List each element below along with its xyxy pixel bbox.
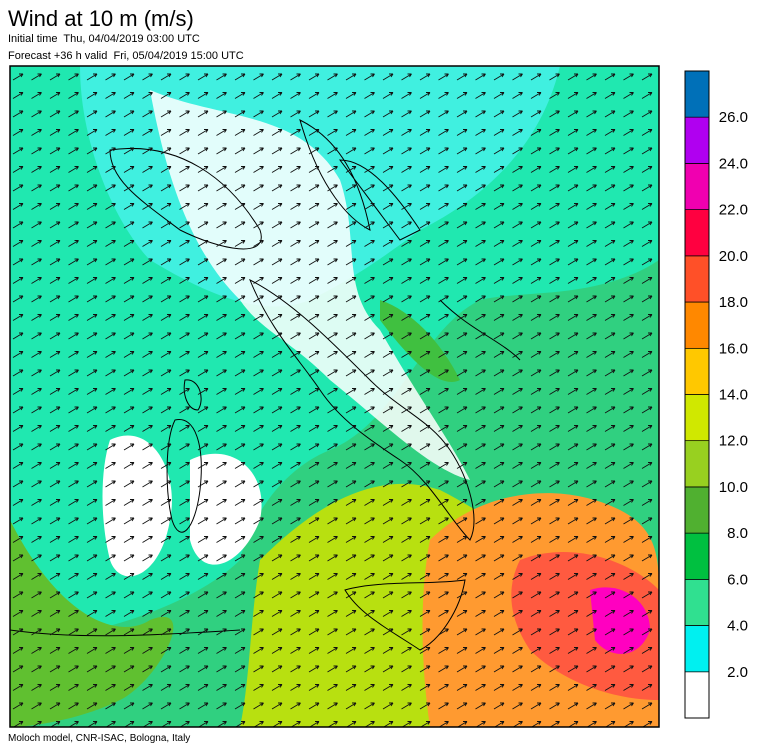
tick-label: 10.0: [719, 479, 748, 496]
tick-label: 14.0: [719, 387, 748, 404]
color-segment: [684, 394, 710, 442]
tick-label: 24.0: [719, 155, 748, 172]
tick-label: 20.0: [719, 248, 748, 265]
color-segment: [684, 301, 710, 349]
color-segment: [684, 116, 710, 164]
color-segment: [684, 163, 710, 210]
tick-label: 12.0: [719, 433, 748, 450]
wind-field: [10, 66, 659, 727]
tick-label: 22.0: [719, 202, 748, 219]
footer: Moloch model, CNR-ISAC, Bologna, Italy: [8, 733, 190, 744]
forecast-time: Forecast +36 h valid Fri, 05/04/2019 15:…: [8, 50, 244, 62]
tick-label: 2.0: [727, 664, 748, 681]
tick-label: 26.0: [719, 109, 748, 126]
color-segment: [684, 671, 710, 719]
color-segment: [684, 440, 710, 488]
tick-label: 4.0: [727, 618, 748, 635]
tick-label: 8.0: [727, 525, 748, 542]
colorbar: 2.0 4.0 6.0 8.0 10.0 12.0 14.0 16.0 18.0 20.0 22.0…: [684, 70, 748, 719]
color-segment: [684, 209, 710, 257]
tick-label: 16.0: [719, 340, 748, 357]
color-segment: [684, 532, 710, 580]
color-segment: [684, 347, 710, 395]
color-segment: [684, 579, 710, 626]
colorbar-frame: [684, 70, 710, 719]
tick-label: 6.0: [727, 571, 748, 588]
color-segment: [684, 255, 710, 303]
wind-arrows: [10, 66, 659, 727]
map-frame: [9, 65, 660, 728]
initial-time: Initial time Thu, 04/04/2019 03:00 UTC: [8, 33, 200, 45]
tick-label: 18.0: [719, 294, 748, 311]
title: Wind at 10 m (m/s): [8, 6, 194, 31]
color-segment: [684, 625, 710, 673]
color-segment: [684, 70, 710, 118]
color-segment: [684, 486, 710, 534]
